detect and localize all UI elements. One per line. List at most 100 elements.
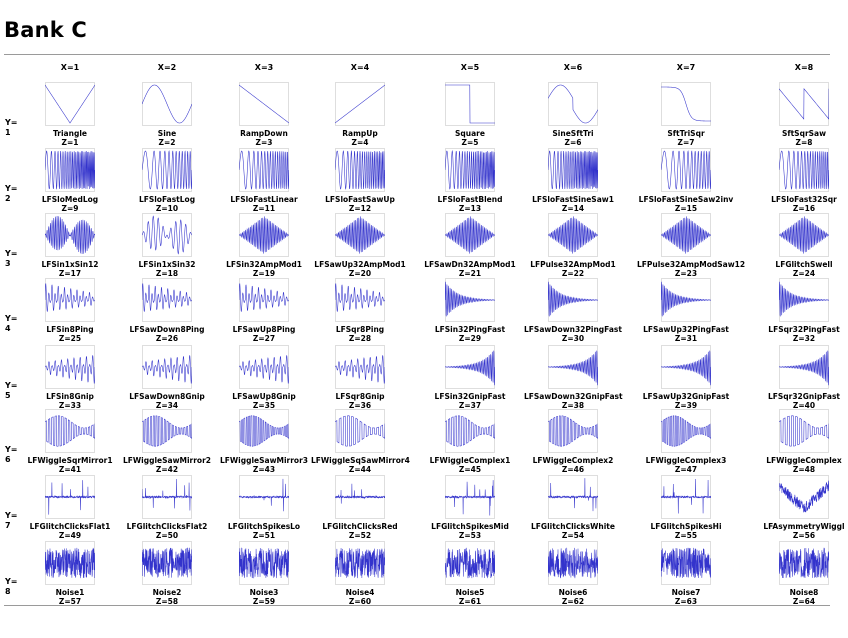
waveform-name: LFSawDown8Ping <box>129 325 205 334</box>
waveform-name: LFGlitchClicksWhite <box>531 522 615 531</box>
waveform-plot <box>661 82 711 126</box>
waveform-z-index: Z=63 <box>674 597 698 606</box>
waveform-graph <box>239 213 289 257</box>
top-divider <box>4 54 830 55</box>
waveform-z-index: Z=9 <box>61 204 79 213</box>
waveform-z-index: Z=48 <box>792 465 816 474</box>
waveform-graph <box>142 541 192 585</box>
row-header-y2: Y= 2 <box>5 184 18 204</box>
waveform-z-index: Z=28 <box>348 334 372 343</box>
waveform-graph <box>239 409 289 453</box>
waveform-plot <box>335 148 385 192</box>
waveform-plot <box>548 475 598 519</box>
waveform-graph <box>779 213 829 257</box>
waveform-graph <box>335 409 385 453</box>
waveform-graph <box>45 475 95 519</box>
row-header-number: 7 <box>5 521 11 530</box>
waveform-name: LFSloFastLog <box>138 195 196 204</box>
waveform-plot <box>445 345 495 389</box>
waveform-name: LFSqr8Gnip <box>335 392 385 401</box>
waveform-z-index: Z=13 <box>458 204 482 213</box>
waveform-plot <box>779 541 829 585</box>
waveform-graph <box>445 541 495 585</box>
waveform-name: LFAsymmetryWiggl <box>763 522 845 531</box>
waveform-graph <box>445 148 495 192</box>
waveform-plot <box>239 409 289 453</box>
waveform-plot <box>45 278 95 322</box>
waveform-plot <box>142 148 192 192</box>
waveform-plot <box>239 148 289 192</box>
waveform-name: Noise8 <box>789 588 819 597</box>
row-header-number: 3 <box>5 259 11 268</box>
waveform-plot <box>445 148 495 192</box>
waveform-z-index: Z=45 <box>458 465 482 474</box>
waveform-name: LFWiggleSawMirror3 <box>219 456 309 465</box>
waveform-plot <box>335 213 385 257</box>
waveform-graph <box>45 409 95 453</box>
waveform-z-index: Z=20 <box>348 269 372 278</box>
waveform-graph <box>661 148 711 192</box>
page-title: Bank C <box>4 18 88 42</box>
row-header-number: 5 <box>5 391 11 400</box>
waveform-z-index: Z=55 <box>674 531 698 540</box>
waveform-plot <box>445 475 495 519</box>
waveform-z-index: Z=15 <box>674 204 698 213</box>
waveform-name: LFSawDown32PingFast <box>524 325 622 334</box>
waveform-z-index: Z=50 <box>155 531 179 540</box>
waveform-plot <box>239 541 289 585</box>
waveform-graph <box>661 213 711 257</box>
waveform-plot <box>142 278 192 322</box>
waveform-name: Noise6 <box>558 588 588 597</box>
waveform-plot <box>779 278 829 322</box>
waveform-name: Noise5 <box>455 588 485 597</box>
waveform-plot <box>445 541 495 585</box>
waveform-name: LFSin32PingFast <box>434 325 506 334</box>
waveform-z-index: Z=47 <box>674 465 698 474</box>
waveform-graph <box>445 475 495 519</box>
waveform-graph <box>142 82 192 126</box>
waveform-plot <box>661 541 711 585</box>
waveform-plot <box>661 148 711 192</box>
waveform-plot <box>335 345 385 389</box>
waveform-graph <box>45 213 95 257</box>
waveform-graph <box>548 541 598 585</box>
waveform-z-index: Z=41 <box>58 465 82 474</box>
waveform-name: LFSloFastSineSaw1 <box>532 195 614 204</box>
waveform-z-index: Z=19 <box>252 269 276 278</box>
waveform-graph <box>45 345 95 389</box>
waveform-name: LFWiggleComplex <box>766 456 842 465</box>
row-header-y4: Y= 4 <box>5 314 18 334</box>
row-header-number: 6 <box>5 455 11 464</box>
waveform-z-index: Z=11 <box>252 204 276 213</box>
waveform-z-index: Z=25 <box>58 334 82 343</box>
waveform-name: LFSloMedLog <box>41 195 99 204</box>
waveform-z-index: Z=7 <box>677 138 695 147</box>
waveform-plot <box>142 409 192 453</box>
waveform-graph <box>45 82 95 126</box>
waveform-graph <box>335 278 385 322</box>
waveform-plot <box>45 475 95 519</box>
waveform-z-index: Z=26 <box>155 334 179 343</box>
waveform-z-index: Z=56 <box>792 531 816 540</box>
waveform-plot <box>142 82 192 126</box>
waveform-graph <box>548 82 598 126</box>
waveform-z-index: Z=30 <box>561 334 585 343</box>
waveform-plot <box>335 278 385 322</box>
waveform-name: RampDown <box>240 129 288 138</box>
waveform-graph <box>239 82 289 126</box>
waveform-z-index: Z=14 <box>561 204 585 213</box>
waveform-graph <box>239 475 289 519</box>
waveform-plot <box>239 475 289 519</box>
waveform-graph <box>142 409 192 453</box>
waveform-plot <box>779 409 829 453</box>
waveform-z-index: Z=33 <box>58 401 82 410</box>
waveform-plot <box>142 541 192 585</box>
waveform-graph <box>779 409 829 453</box>
waveform-name: LFGlitchSpikesMid <box>431 522 509 531</box>
waveform-plot <box>779 213 829 257</box>
row-header-number: 8 <box>5 587 11 596</box>
waveform-plot <box>661 475 711 519</box>
waveform-z-index: Z=4 <box>351 138 369 147</box>
waveform-graph <box>335 345 385 389</box>
column-header-x2: X=2 <box>157 63 177 72</box>
